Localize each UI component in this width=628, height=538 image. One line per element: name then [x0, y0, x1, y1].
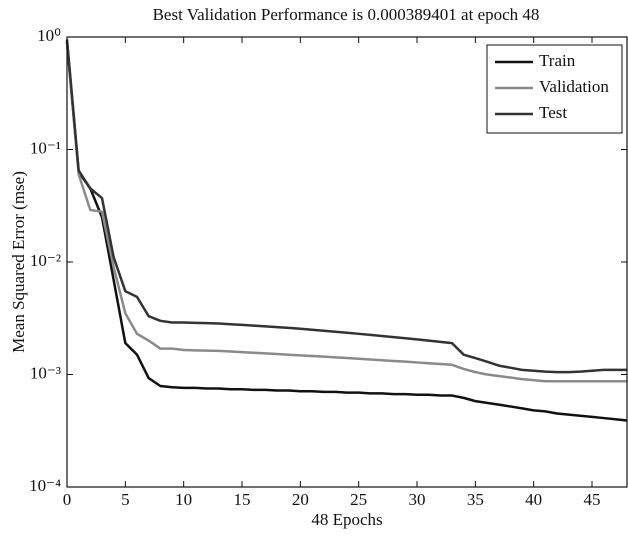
x-tick-label: 25 [350, 490, 367, 509]
chart-title: Best Validation Performance is 0.0003894… [153, 5, 540, 24]
legend-label: Train [539, 51, 576, 70]
y-tick-label: 10⁻² [30, 251, 61, 270]
y-tick-label: 10⁰ [37, 26, 61, 45]
plot-frame [66, 36, 628, 488]
x-tick-label: 45 [584, 490, 601, 509]
y-tick-label: 10⁻³ [30, 363, 61, 382]
x-tick-label: 10 [175, 490, 192, 509]
y-tick-label: 10⁻¹ [30, 138, 61, 157]
x-tick-label: 20 [292, 490, 309, 509]
y-axis-label: Mean Squared Error (mse) [9, 171, 28, 353]
x-tick-label: 5 [121, 490, 130, 509]
y-tick-label: 10⁻⁴ [29, 476, 61, 495]
x-tick-label: 40 [525, 490, 542, 509]
series-line [65, 42, 628, 422]
x-tick-label: 30 [409, 490, 426, 509]
x-tick-label: 35 [467, 490, 484, 509]
x-tick-label: 15 [234, 490, 251, 509]
legend-label: Test [539, 103, 567, 122]
legend-label: Validation [539, 77, 609, 96]
x-axis-label: 48 Epochs [311, 510, 382, 529]
series-line [65, 39, 627, 374]
series-line [65, 42, 627, 383]
x-tick-label: 0 [63, 490, 72, 509]
